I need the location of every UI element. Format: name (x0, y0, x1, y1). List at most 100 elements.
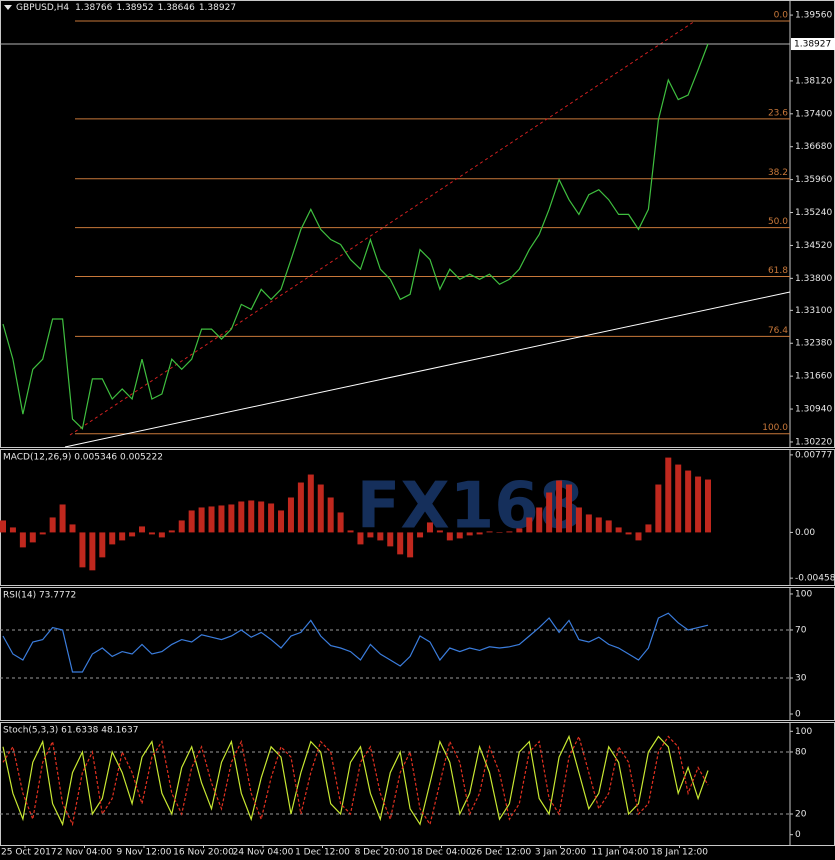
y-tick-label: 0 (795, 709, 801, 719)
chart-header: GBPUSD,H4 1.38766 1.38952 1.38646 1.38927 (16, 3, 236, 13)
macd-bar (158, 532, 165, 538)
y-tick-label: 0.00777 (795, 450, 832, 460)
trend-line (64, 291, 791, 448)
macd-bar (675, 464, 682, 533)
macd-bar (695, 476, 702, 533)
macd-bar (595, 517, 602, 533)
macd-bar (287, 497, 294, 533)
macd-bar (685, 470, 692, 533)
macd-bar (278, 510, 285, 533)
macd-bar (605, 520, 612, 533)
fib-label: 50.0 (768, 217, 788, 227)
macd-bar (526, 517, 533, 533)
macd-bar (59, 504, 66, 533)
macd-bar (367, 532, 374, 538)
time-label: 16 Nov 20:00 (173, 848, 234, 858)
macd-bar (79, 532, 86, 568)
fib-label: 61.8 (768, 266, 788, 276)
macd-bar (198, 507, 205, 533)
macd-bar (218, 505, 225, 533)
y-tick-label: 100 (795, 727, 812, 737)
series-line (2, 734, 709, 827)
macd-bar (565, 484, 572, 533)
macd-bar (9, 527, 16, 533)
macd-bar (585, 514, 592, 533)
time-label: 9 Nov 12:00 (117, 848, 172, 858)
macd-bar (337, 512, 344, 533)
macd-bar (327, 497, 334, 533)
macd-bar (635, 532, 642, 541)
macd-bar (139, 526, 146, 533)
macd-bar (655, 484, 662, 533)
macd-bar (516, 528, 523, 533)
time-label: 11 Jan 04:00 (592, 848, 649, 858)
macd-bar (178, 520, 185, 533)
macd-bar (496, 532, 503, 533)
macd-bar (417, 532, 424, 538)
fib-label: 100.0 (762, 423, 788, 433)
macd-bar (89, 532, 96, 571)
macd-bar (238, 501, 245, 533)
macd-bar (536, 507, 543, 533)
time-label: 8 Dec 20:00 (355, 848, 410, 858)
macd-bar (615, 527, 622, 533)
y-tick-label: 100 (795, 589, 812, 599)
high: 1.38952 (116, 3, 153, 13)
time-label: 18 Jan 12:00 (651, 848, 708, 858)
macd-bar (248, 500, 255, 533)
macd-bar (307, 474, 314, 533)
macd-bar (665, 457, 672, 533)
y-tick-label: 1.38120 (795, 76, 832, 86)
y-tick-label: 1.30940 (795, 405, 832, 415)
macd-bar (0, 520, 6, 533)
macd-bar (407, 532, 414, 558)
indicator-title: MACD(12,26,9) 0.005346 0.005222 (3, 453, 163, 463)
indicator-title: Stoch(5,3,3) 61.6338 48.1637 (3, 726, 138, 736)
time-label: 18 Dec 04:00 (411, 848, 472, 858)
open: 1.38766 (75, 3, 112, 13)
macd-bar (49, 517, 56, 533)
macd-bar (188, 510, 195, 533)
macd-bar (446, 532, 453, 541)
macd-bar (476, 532, 483, 535)
watermark: FX168 (357, 470, 584, 544)
macd-bar (486, 531, 493, 533)
indicator-title: RSI(14) 73.7772 (3, 591, 76, 601)
macd-bar (148, 532, 155, 535)
time-label: 24 Nov 04:00 (233, 848, 294, 858)
time-label: 1 Dec 12:00 (295, 848, 350, 858)
series-line (2, 612, 709, 673)
y-tick-label: 0.00 (795, 528, 815, 538)
macd-bar (208, 506, 215, 533)
macd-bar (168, 530, 175, 533)
close: 1.38927 (199, 3, 236, 13)
last-price-label: 1.38927 (794, 40, 831, 50)
macd-bar (119, 532, 126, 541)
fib-label: 23.6 (768, 108, 788, 118)
macd-bar (99, 532, 106, 558)
symbol: GBPUSD,H4 (16, 3, 69, 13)
y-tick-label: 1.32380 (795, 339, 832, 349)
macd-bar (347, 530, 354, 533)
y-tick-label: 1.33800 (795, 274, 832, 284)
y-tick-label: 1.34520 (795, 241, 832, 251)
macd-bar (506, 531, 513, 533)
macd-bar (705, 479, 711, 533)
macd-bar (575, 507, 582, 533)
time-label: 25 Oct 2017 (1, 848, 57, 858)
macd-bar (39, 532, 46, 535)
macd-bar (69, 524, 76, 533)
y-tick-label: 1.35240 (795, 208, 832, 218)
macd-bar (377, 532, 384, 541)
time-label: 2 Nov 04:00 (57, 848, 112, 858)
y-tick-label: 80 (795, 747, 807, 757)
last-price-box (791, 38, 835, 51)
macd-bar (397, 532, 404, 555)
macd-bar (436, 530, 443, 533)
macd-bar (228, 504, 235, 533)
menu-triangle[interactable] (4, 5, 12, 10)
y-tick-label: 1.37400 (795, 109, 832, 119)
y-tick-label: 1.33100 (795, 306, 832, 316)
macd-bar (129, 532, 136, 537)
